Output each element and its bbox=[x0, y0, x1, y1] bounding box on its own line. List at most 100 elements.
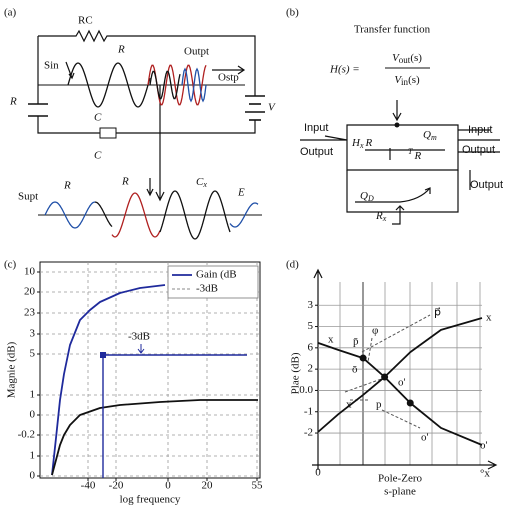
y-axis-label: Magnie (dB) bbox=[6, 341, 18, 398]
formula: Vin(s) bbox=[394, 74, 420, 88]
y-tick-label: 10 bbox=[24, 266, 36, 278]
line-series bbox=[51, 399, 258, 476]
waveform bbox=[111, 192, 161, 238]
formula: Vout(s) bbox=[392, 52, 422, 66]
wire bbox=[38, 29, 256, 96]
annotation: x bbox=[328, 334, 334, 346]
formula: H(s) = bbox=[329, 64, 360, 76]
label: Sin bbox=[44, 60, 59, 72]
point bbox=[381, 373, 389, 381]
label: Ostp bbox=[218, 72, 239, 84]
label: V bbox=[268, 102, 276, 114]
y-tick-label: 0 bbox=[30, 409, 36, 421]
annotation: o' bbox=[480, 440, 488, 452]
waveform bbox=[67, 62, 151, 108]
label: Supt bbox=[18, 191, 38, 203]
line-series bbox=[51, 284, 166, 476]
variable-resistor bbox=[392, 205, 405, 225]
waveform bbox=[149, 70, 181, 100]
label: C bbox=[94, 150, 102, 162]
annotation: -3dB bbox=[128, 331, 150, 343]
y-tick-label: 0.0 bbox=[299, 384, 313, 396]
annotation-arrow bbox=[137, 344, 145, 354]
wire bbox=[300, 135, 459, 213]
x-axis-end-label: °x bbox=[480, 468, 490, 480]
arrow bbox=[392, 100, 402, 122]
annotation: ō bbox=[352, 364, 358, 376]
y-tick-label: -0.2 bbox=[18, 429, 35, 441]
legend-label: -3dB bbox=[196, 283, 218, 295]
x-tick-label: -20 bbox=[109, 480, 124, 492]
label: E bbox=[237, 187, 245, 199]
label: Input bbox=[468, 124, 492, 136]
wire bbox=[458, 129, 500, 190]
x-axis-label: log frequency bbox=[120, 494, 181, 506]
panel-label: (c) bbox=[4, 259, 17, 271]
y-tick-label: 3 bbox=[30, 328, 36, 340]
arrow bbox=[155, 85, 165, 202]
label: Output bbox=[462, 144, 495, 156]
waveform bbox=[44, 201, 96, 229]
y-tick-label: -2 bbox=[304, 427, 313, 439]
label: Rx bbox=[375, 210, 387, 223]
x-tick-label: 20 bbox=[202, 480, 214, 492]
annotation: o' bbox=[421, 432, 429, 444]
x-tick-label: 55 bbox=[252, 480, 264, 492]
y-tick-label: 6 bbox=[308, 341, 314, 353]
waveform bbox=[94, 201, 113, 228]
y-tick-label: 3 bbox=[308, 299, 314, 311]
block bbox=[346, 124, 459, 171]
annotation: x bbox=[486, 312, 492, 324]
annotation: x bbox=[346, 399, 352, 411]
label: C bbox=[94, 112, 102, 124]
panel-label: (a) bbox=[4, 7, 17, 19]
label: Output bbox=[300, 146, 333, 158]
y-tick-label: 1 bbox=[30, 389, 36, 401]
label: R bbox=[117, 44, 125, 56]
point bbox=[359, 354, 367, 362]
x-tick-label: 0 bbox=[315, 467, 321, 479]
x-axis-label: Pole-Zero bbox=[378, 473, 422, 485]
dashed-arrow bbox=[344, 314, 431, 429]
y-tick-label: 23 bbox=[24, 307, 36, 319]
annotation: p bbox=[376, 399, 382, 411]
marker-point bbox=[100, 352, 106, 358]
x-tick-label: -40 bbox=[81, 480, 96, 492]
legend-label: Gain (dB bbox=[196, 269, 237, 281]
y-tick-label: 20 bbox=[24, 286, 36, 298]
panel-label: (b) bbox=[286, 7, 299, 19]
y-tick-label: 2 bbox=[308, 363, 314, 375]
annotation: p⃗ bbox=[434, 307, 441, 319]
annotation: p̄ bbox=[353, 336, 359, 348]
label: Outpt bbox=[184, 46, 209, 58]
y-tick-label: -1 bbox=[304, 405, 313, 417]
axes bbox=[312, 268, 498, 470]
label: Cx bbox=[196, 176, 207, 189]
label: RC bbox=[78, 15, 93, 27]
plot-frame bbox=[39, 261, 261, 479]
waveform bbox=[229, 202, 259, 228]
label: Qm bbox=[423, 129, 437, 142]
annotation: o' bbox=[398, 377, 406, 389]
annotation: φ bbox=[372, 325, 378, 337]
arrow bbox=[355, 187, 431, 203]
block-diagram bbox=[300, 100, 500, 225]
point bbox=[406, 399, 414, 407]
y-tick-label: 1 bbox=[30, 450, 36, 462]
title: Transfer function bbox=[354, 24, 431, 36]
label: Output bbox=[470, 179, 503, 191]
label: R bbox=[63, 180, 71, 192]
capacitor bbox=[99, 127, 117, 139]
y-tick-label: 5 bbox=[30, 348, 36, 360]
label: QD bbox=[360, 190, 374, 203]
arrow bbox=[146, 178, 154, 197]
x-axis-label: s-plane bbox=[384, 486, 416, 498]
label: Input bbox=[304, 122, 328, 134]
waveform bbox=[159, 190, 231, 240]
legend-box bbox=[167, 265, 259, 299]
wire bbox=[37, 36, 256, 134]
arrow bbox=[212, 65, 246, 75]
label: R bbox=[9, 96, 17, 108]
